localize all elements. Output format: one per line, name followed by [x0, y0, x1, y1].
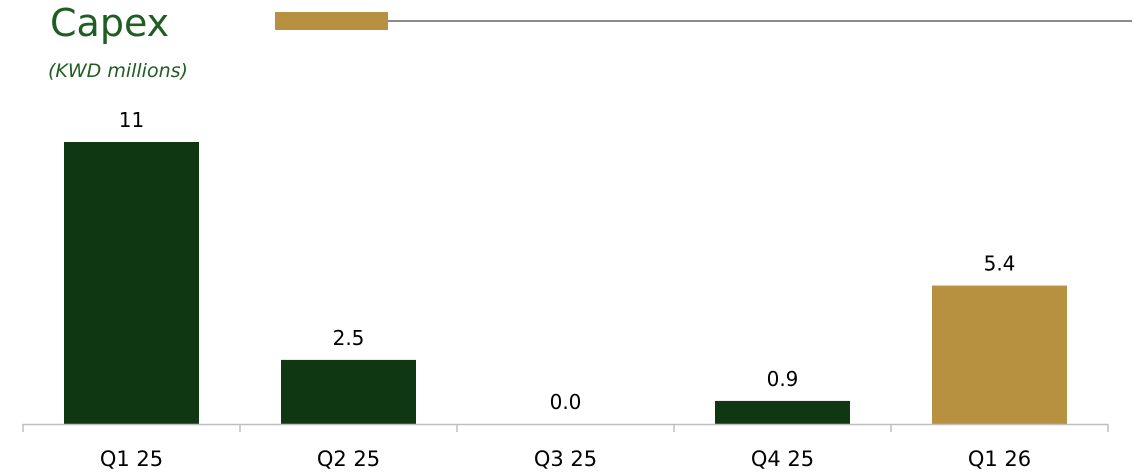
- chart-subtitle: (KWD millions): [48, 60, 188, 82]
- data-label-q4-25: 0.9: [767, 367, 799, 391]
- x-axis: [22, 423, 1109, 432]
- data-labels-group: 11 2.5 0.0 0.9 5.4: [119, 108, 1016, 414]
- tick-label-q1-26: Q1 26: [968, 447, 1031, 471]
- data-label-q3-25: 0.0: [550, 390, 582, 414]
- tick-label-q2-25: Q2 25: [317, 447, 380, 471]
- bar-q4-25: [715, 400, 850, 424]
- data-label-q1-26: 5.4: [984, 252, 1016, 276]
- data-label-q1-25: 11: [119, 108, 144, 132]
- title-accent-bar: [275, 12, 388, 30]
- chart-title: Capex: [50, 1, 170, 45]
- tick-label-q1-25: Q1 25: [100, 447, 163, 471]
- bars-group: [64, 142, 1067, 424]
- data-label-q2-25: 2.5: [333, 326, 365, 350]
- bar-q2-25: [281, 359, 416, 424]
- tick-label-q3-25: Q3 25: [534, 447, 597, 471]
- tick-label-q4-25: Q4 25: [751, 447, 814, 471]
- title-rule-line: [388, 20, 1132, 22]
- bar-q1-25: [64, 142, 199, 424]
- bar-q1-26: [932, 285, 1067, 424]
- tick-labels-group: Q1 25 Q2 25 Q3 25 Q4 25 Q1 26: [100, 447, 1031, 471]
